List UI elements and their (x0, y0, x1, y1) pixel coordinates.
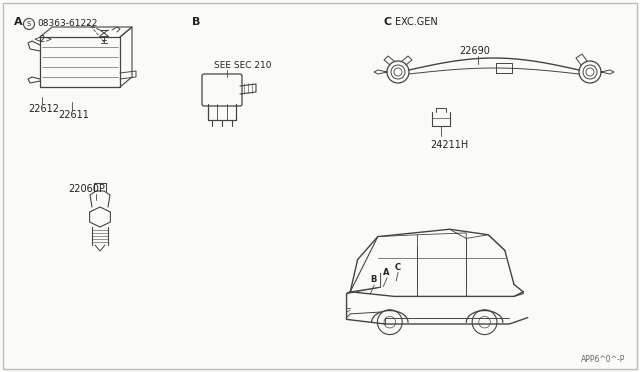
Text: 22612: 22612 (28, 104, 59, 114)
Text: S: S (27, 21, 31, 27)
Text: C: C (383, 17, 391, 27)
Circle shape (384, 316, 396, 328)
Text: EXC.GEN: EXC.GEN (395, 17, 438, 27)
Text: B: B (371, 275, 377, 285)
Circle shape (387, 61, 409, 83)
Text: A: A (383, 268, 390, 277)
Text: B: B (192, 17, 200, 27)
Text: 08363-61222: 08363-61222 (37, 19, 97, 29)
Circle shape (583, 65, 597, 79)
Circle shape (479, 316, 490, 328)
Text: <2>: <2> (33, 35, 52, 44)
FancyBboxPatch shape (202, 74, 242, 106)
Text: SEE SEC 210: SEE SEC 210 (214, 61, 271, 70)
Text: A: A (14, 17, 22, 27)
Circle shape (586, 68, 594, 76)
Circle shape (394, 68, 402, 76)
Circle shape (391, 65, 405, 79)
Text: 24211H: 24211H (430, 140, 468, 150)
Polygon shape (90, 207, 110, 227)
Text: 22690: 22690 (460, 46, 490, 56)
Circle shape (378, 310, 402, 334)
Text: APP6^0^-P: APP6^0^-P (580, 355, 625, 364)
Circle shape (472, 310, 497, 334)
Text: 22060P: 22060P (68, 184, 105, 194)
Circle shape (24, 19, 35, 29)
Text: C: C (394, 263, 401, 272)
Text: 22611: 22611 (58, 110, 89, 120)
Circle shape (579, 61, 601, 83)
